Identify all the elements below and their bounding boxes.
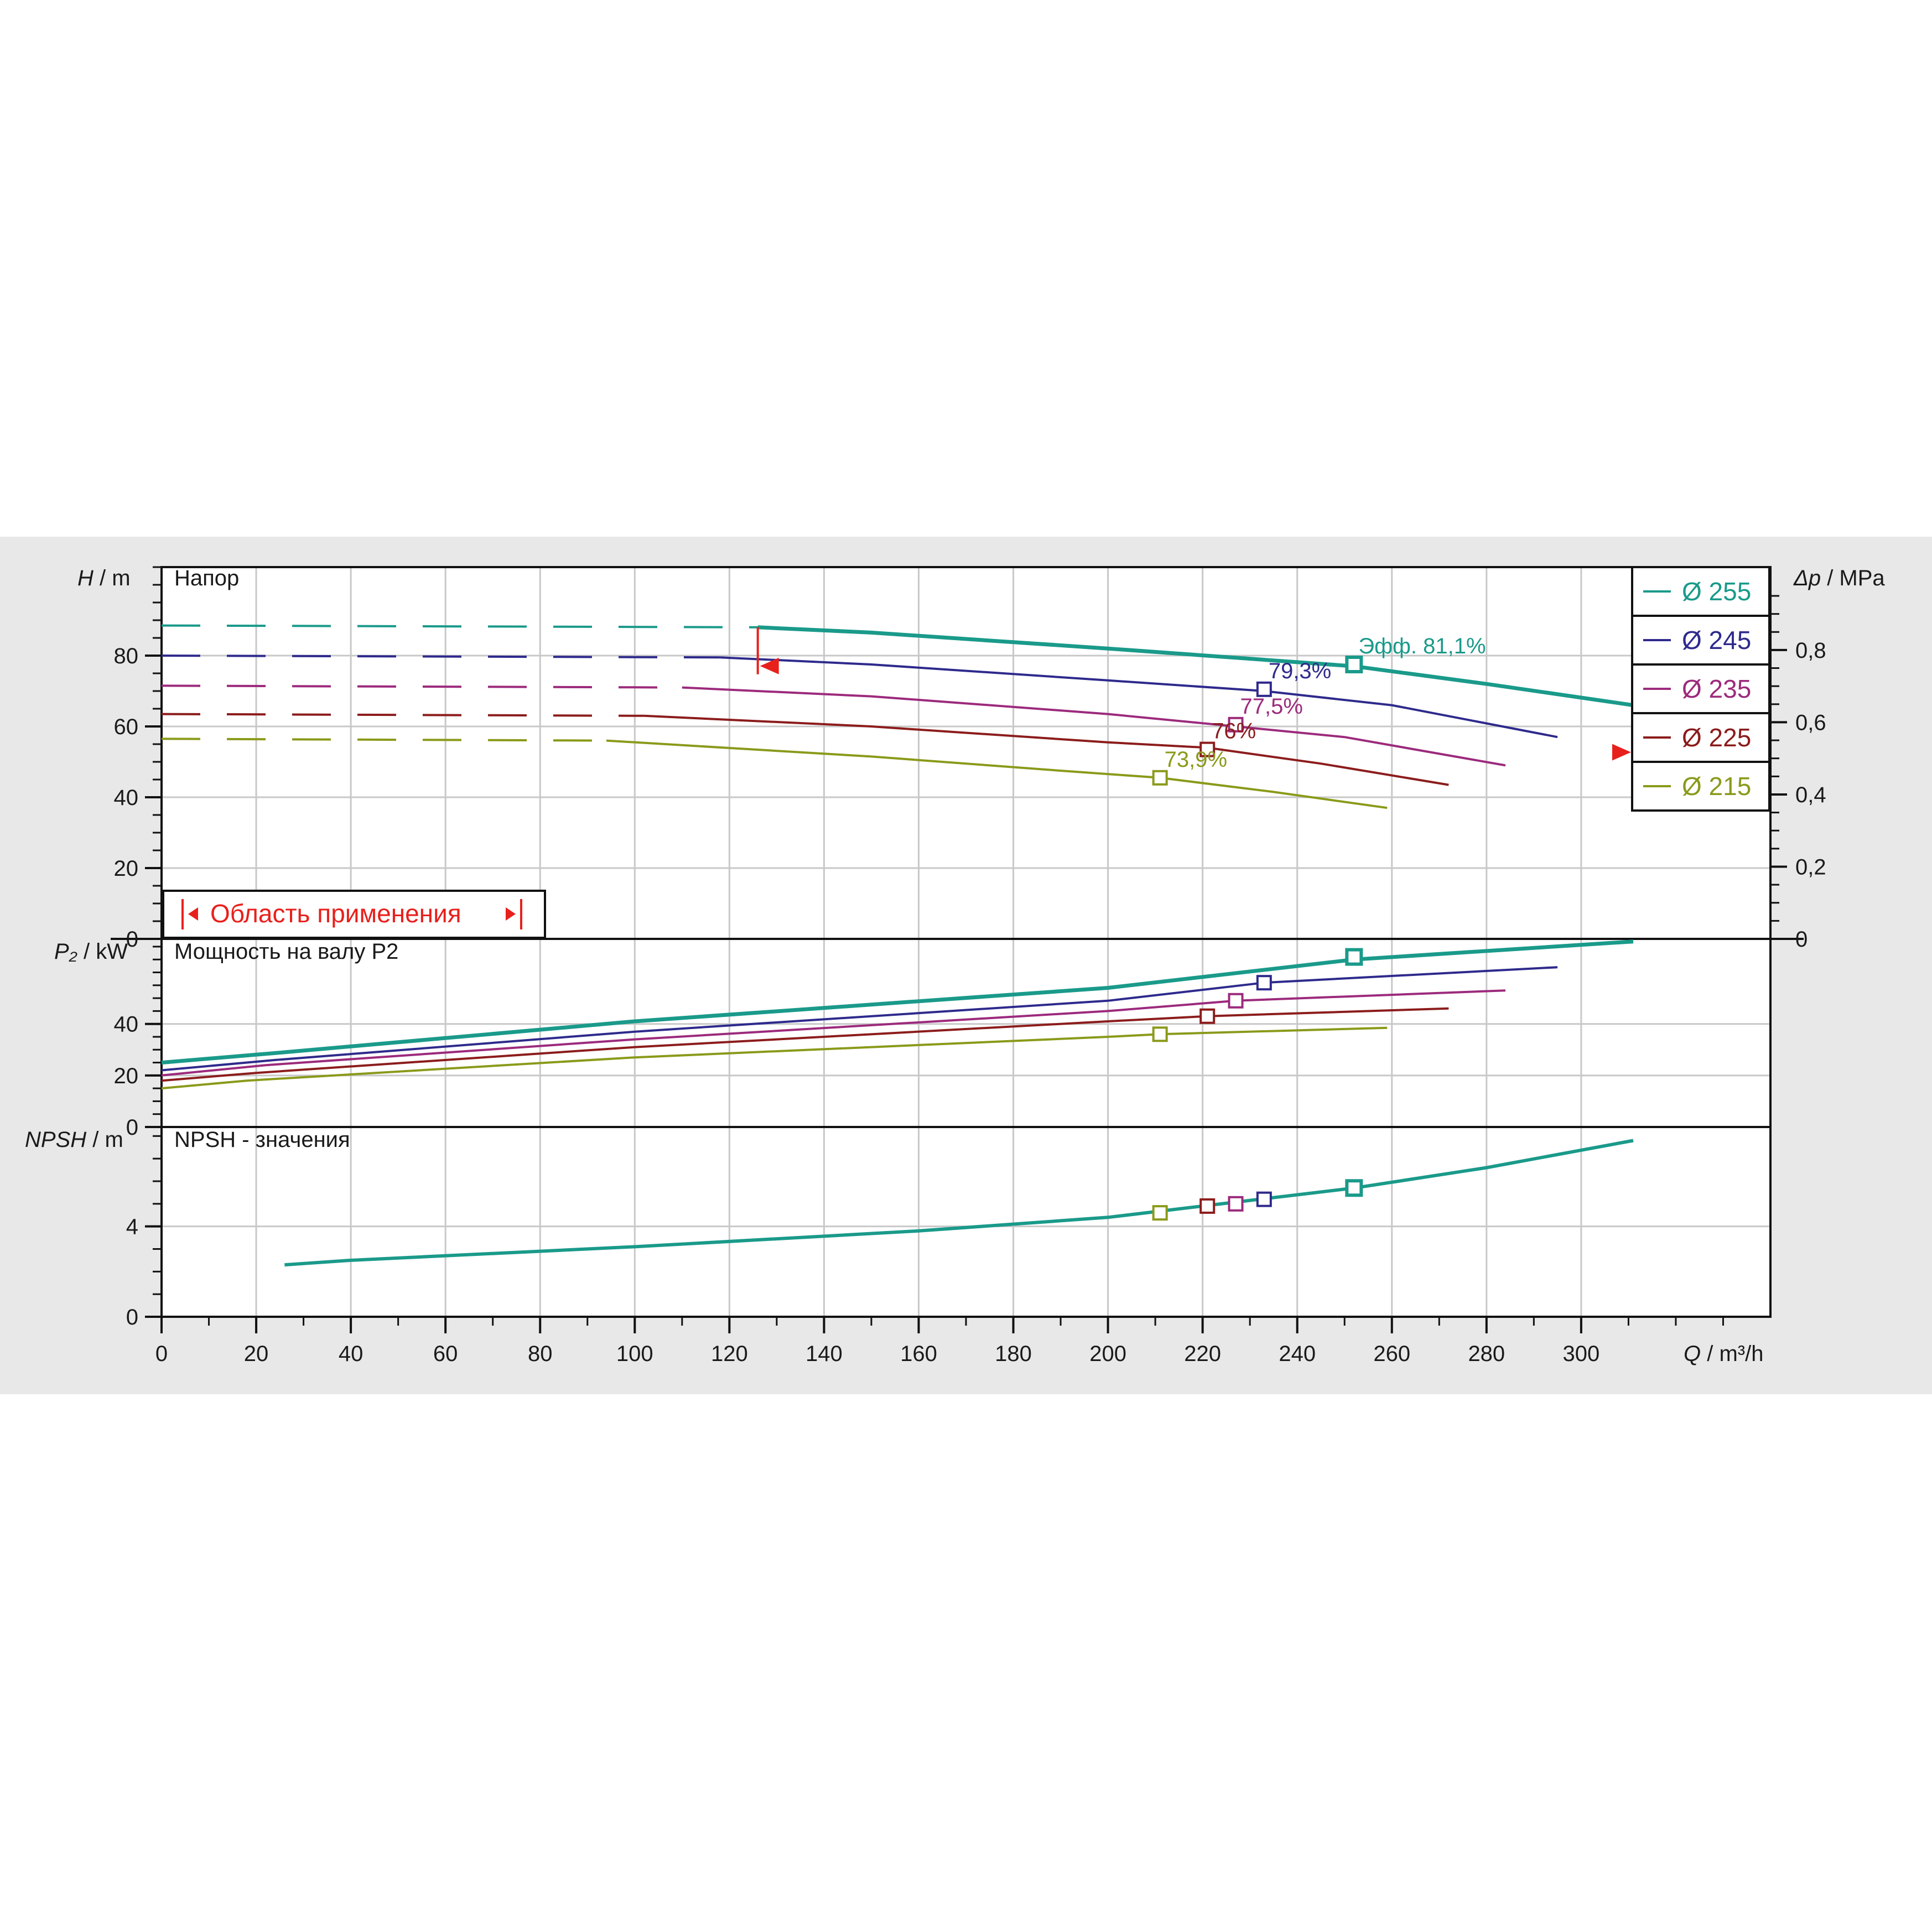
head-curve-dashed-d255 — [161, 624, 758, 629]
range-left-arrow-icon — [188, 907, 198, 921]
efficiency-label-d215: 73,9% — [1165, 747, 1227, 772]
x-tick-label: 0 — [155, 1342, 168, 1366]
range-right-arrow-icon — [506, 907, 516, 921]
y-tick-label: 0 — [126, 1305, 138, 1329]
x-tick-label: 220 — [1184, 1342, 1221, 1366]
power-curve-d225 — [161, 1007, 1449, 1082]
application-range-label: Область применения — [210, 899, 461, 928]
power-y-axis-label: P₂ / kW — [54, 939, 128, 964]
power-curve-d215 — [161, 1026, 1388, 1090]
bep-marker-d235 — [1228, 993, 1244, 1009]
x-tick-label: 180 — [995, 1342, 1032, 1366]
chart-canvas: 0 20 40 60 80 100 120 140 160 180 200 220 240 260 280 3… — [25, 566, 1885, 1366]
power-panel-title: Мощность на валу P2 — [174, 939, 398, 964]
head-curve-d245 — [720, 656, 1558, 739]
x-tick-label: 100 — [616, 1342, 653, 1366]
legend-label: Ø 225 — [1682, 723, 1751, 752]
y-tick-label: 40 — [114, 786, 139, 810]
x-tick-label: 240 — [1279, 1342, 1316, 1366]
application-range-box: Область применения — [162, 890, 546, 939]
efficiency-label-d255: Эфф. 81,1% — [1358, 634, 1486, 658]
y-tick-label: 80 — [114, 644, 139, 668]
head-curve-d235 — [682, 686, 1506, 767]
legend: Ø 255 Ø 245 Ø 235 Ø 225 Ø 215 — [1631, 566, 1770, 812]
x-tick-label: 260 — [1373, 1342, 1410, 1366]
plot-area-2 — [162, 1127, 1770, 1317]
range-max-arrow-icon — [1612, 744, 1631, 761]
x-tick-label: 160 — [900, 1342, 937, 1366]
power-curve-d255 — [161, 939, 1634, 1065]
y2-tick-label: 0,8 — [1795, 638, 1826, 663]
plot-area-0 — [162, 567, 1770, 939]
range-min-arrow-icon — [760, 657, 779, 674]
head-curve-d255 — [757, 625, 1634, 708]
bep-marker-d235 — [1228, 716, 1244, 733]
x-tick-label: 280 — [1468, 1342, 1505, 1366]
head-y-axis-label: H / m — [77, 566, 131, 590]
x-tick-label: 40 — [339, 1342, 363, 1366]
x-tick-label: 200 — [1089, 1342, 1126, 1366]
x-axis-label: Q / m³/h — [1684, 1342, 1763, 1366]
x-tick-label: 80 — [528, 1342, 553, 1366]
legend-label: Ø 245 — [1682, 626, 1751, 655]
x-tick-label: 140 — [806, 1342, 843, 1366]
bep-marker-d245 — [1256, 681, 1272, 697]
y2-tick-label: 0,6 — [1795, 710, 1826, 735]
bep-marker-d225 — [1199, 1198, 1216, 1214]
x-tick-label: 120 — [711, 1342, 748, 1366]
pressure-y-axis-label: Δp / MPa — [1793, 566, 1885, 590]
y-tick-label: 40 — [114, 1012, 139, 1037]
efficiency-label-d245: 79,3% — [1269, 659, 1331, 683]
pump-performance-chart: 0 20 40 60 80 100 120 140 160 180 200 220 240 260 280 3… — [0, 537, 1932, 1394]
bep-marker-d245 — [1256, 975, 1272, 991]
legend-label: Ø 235 — [1682, 674, 1751, 703]
y2-tick-label: 0,4 — [1795, 783, 1826, 807]
bep-marker-d255 — [1345, 948, 1363, 966]
bep-marker-d235 — [1228, 1196, 1244, 1212]
bep-marker-d215 — [1152, 770, 1168, 786]
panel-frame-2 — [160, 1126, 1772, 1318]
efficiency-label-d235: 77,5% — [1240, 694, 1303, 719]
plot-area-1 — [162, 939, 1770, 1127]
y-tick-label: 0 — [126, 927, 138, 952]
power-curve-d245 — [161, 966, 1558, 1072]
legend-label: Ø 215 — [1682, 772, 1751, 801]
y-tick-label: 20 — [114, 1064, 139, 1088]
head-curve-dashed-d225 — [161, 713, 645, 717]
head-curve-d225 — [644, 714, 1449, 786]
legend-label: Ø 255 — [1682, 577, 1751, 606]
y2-tick-label: 0 — [1795, 927, 1808, 952]
head-curve-dashed-d215 — [161, 738, 607, 742]
efficiency-label-d225: 76% — [1212, 719, 1256, 744]
x-tick-label: 300 — [1563, 1342, 1600, 1366]
y-tick-label: 0 — [126, 1115, 138, 1140]
bep-marker-d215 — [1152, 1205, 1168, 1221]
bep-marker-d225 — [1199, 741, 1216, 757]
y-tick-label: 60 — [114, 715, 139, 739]
bep-marker-d215 — [1152, 1026, 1168, 1042]
power-curve-d235 — [161, 989, 1506, 1077]
head-curve-dashed-d245 — [161, 655, 720, 659]
series-layer — [161, 624, 1634, 1267]
marker-layer — [756, 627, 1634, 1221]
y-tick-label: 20 — [114, 856, 139, 881]
x-tick-label: 60 — [433, 1342, 458, 1366]
npsh-panel-title: NPSH - значения — [174, 1128, 350, 1152]
grid-layer — [160, 567, 1770, 1317]
label-layer: 0 20 40 60 80 100 120 140 160 180 200 220 240 260 280 3… — [114, 566, 1826, 1366]
npsh-curve-d255 — [284, 1139, 1634, 1267]
head-panel-title: Напор — [174, 566, 239, 590]
npsh-y-axis-label: NPSH / m — [25, 1128, 123, 1152]
bep-marker-d255 — [1345, 656, 1363, 673]
y2-tick-label: 0,2 — [1795, 855, 1826, 879]
head-curve-d215 — [606, 739, 1388, 809]
bep-marker-d255 — [1345, 1179, 1363, 1197]
x-tick-label: 20 — [244, 1342, 269, 1366]
head-curve-dashed-d235 — [161, 684, 682, 689]
bep-marker-d245 — [1256, 1191, 1272, 1207]
y-tick-label: 4 — [126, 1215, 138, 1239]
bep-marker-d225 — [1199, 1008, 1216, 1024]
